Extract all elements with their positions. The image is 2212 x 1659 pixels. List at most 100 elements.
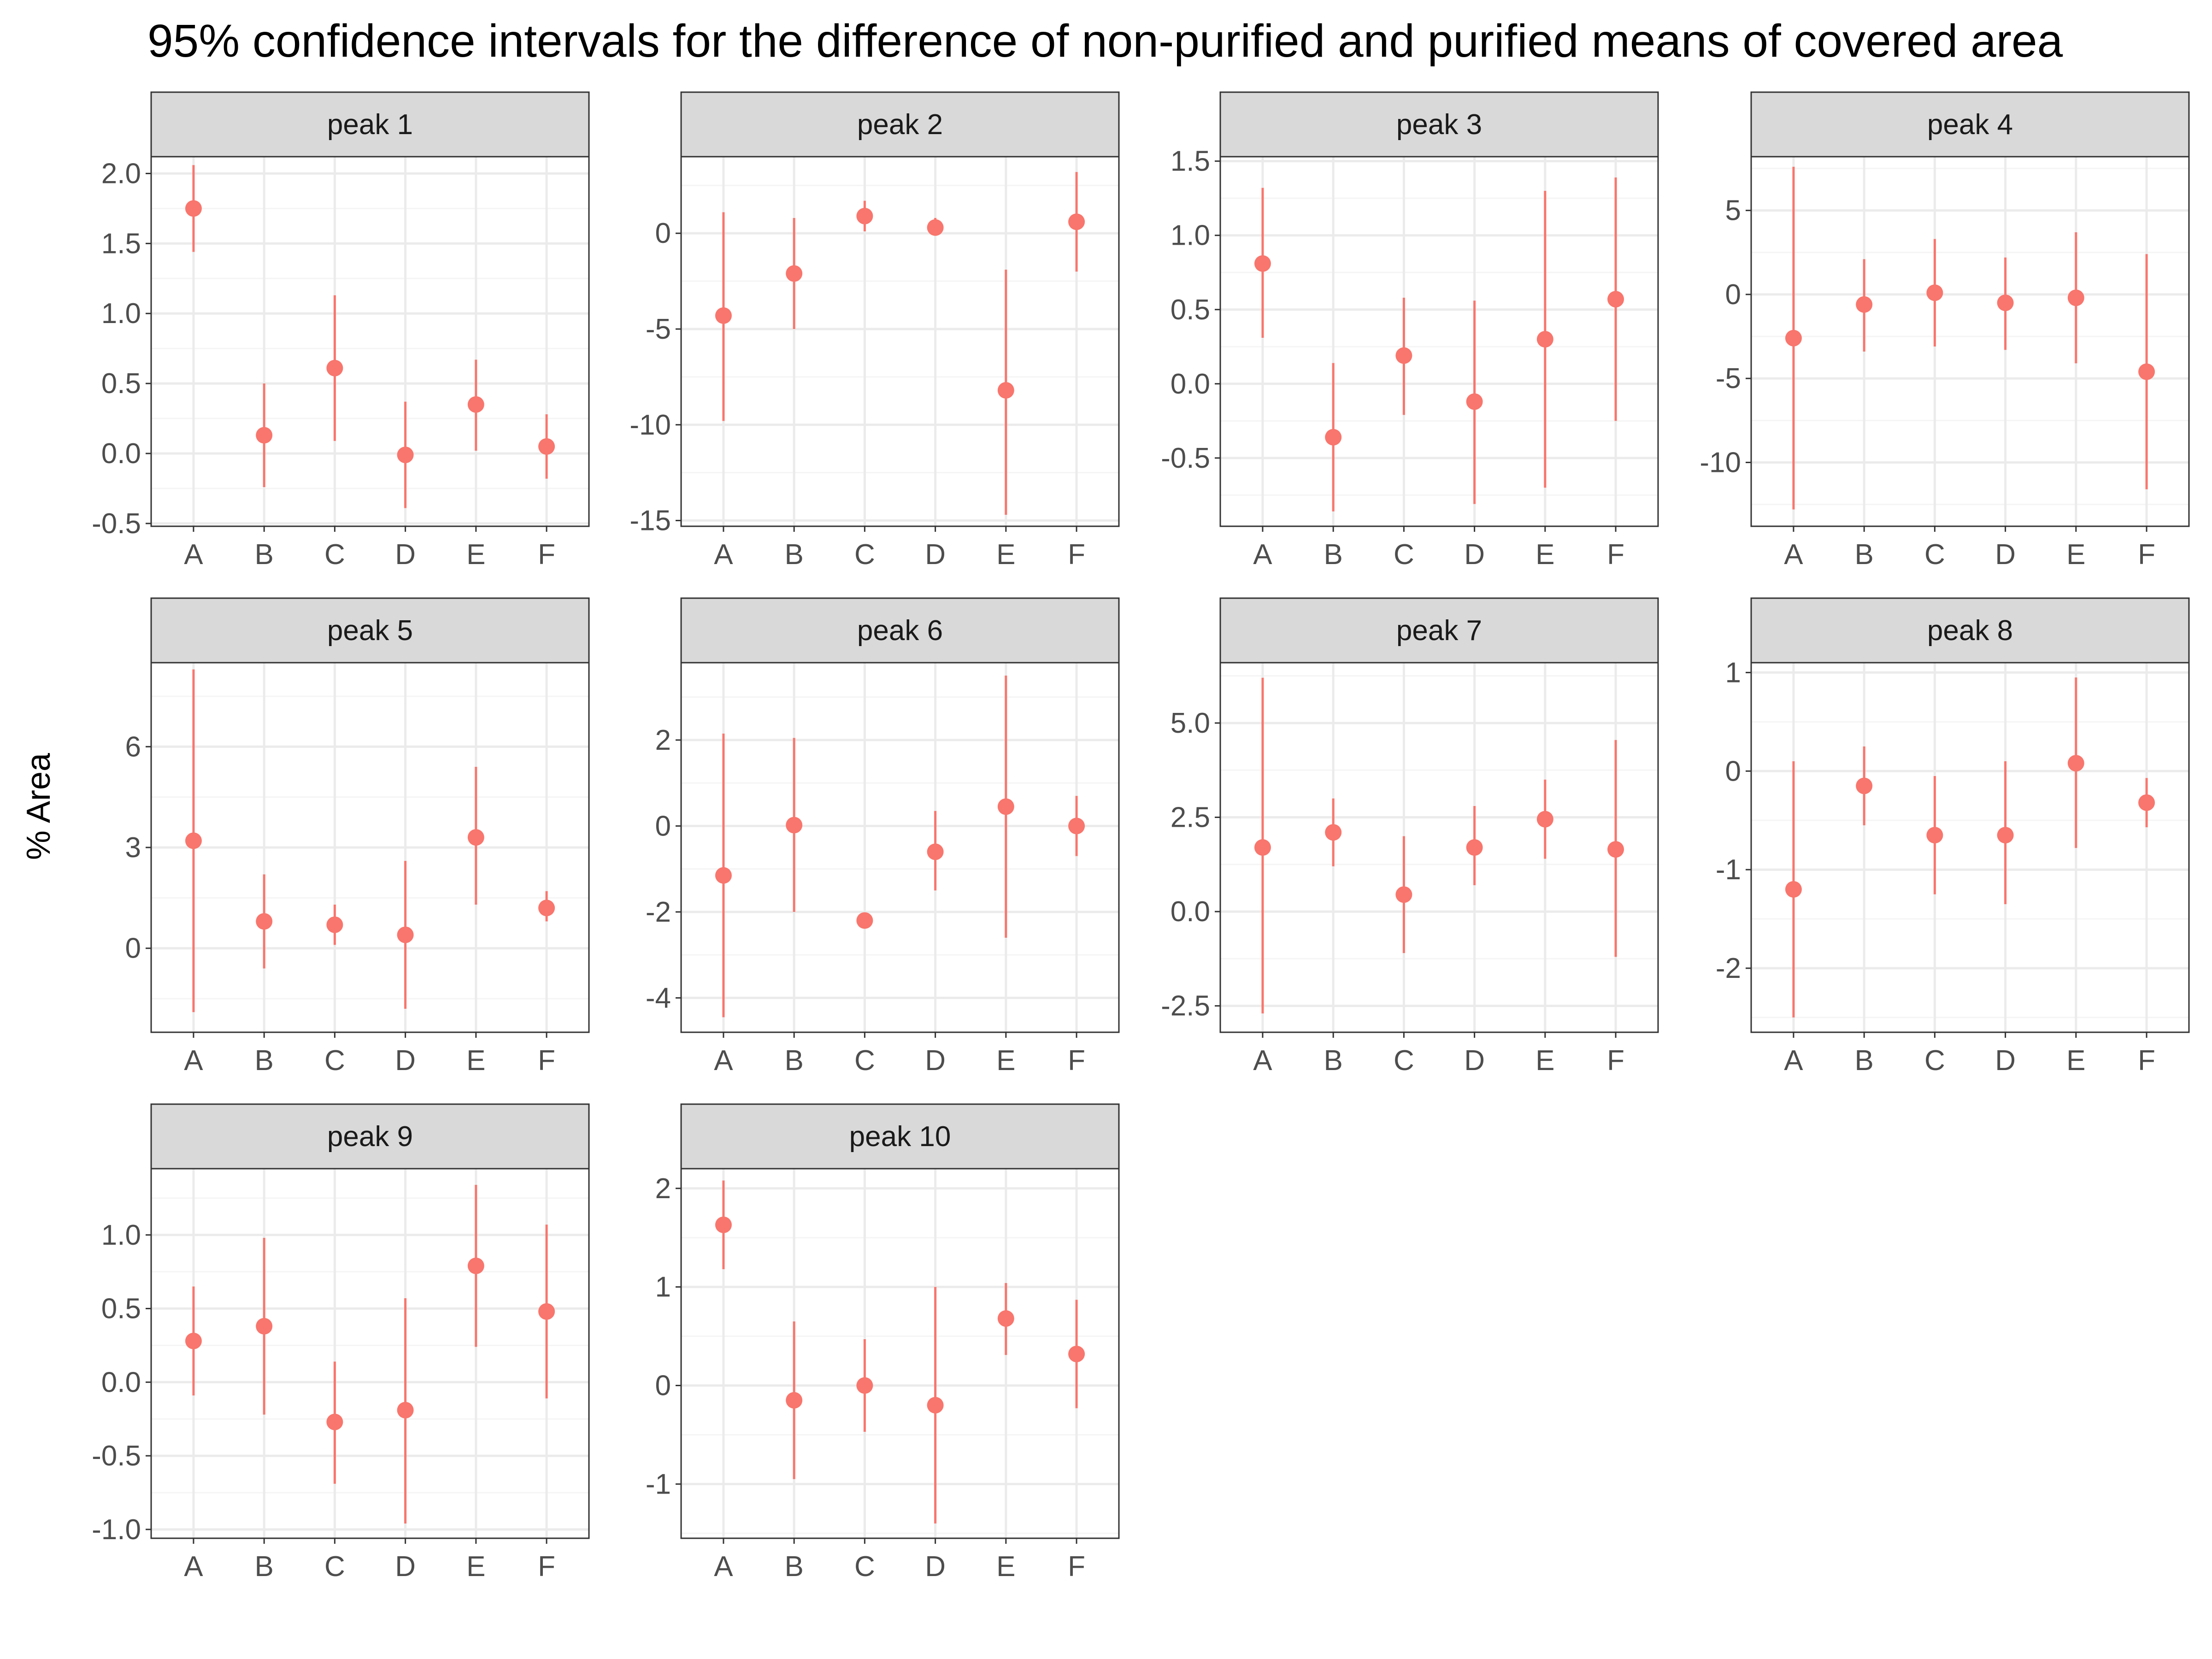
x-tick-label: F (2138, 539, 2155, 571)
x-tick-label: C (854, 1045, 875, 1077)
data-point (786, 1392, 803, 1409)
x-tick-label: B (254, 1045, 273, 1077)
facet-panel: peak 6 -4 -2 0 2 A B C D E F (646, 597, 1120, 1077)
data-point (538, 900, 555, 917)
x-tick-label: D (1464, 1045, 1485, 1077)
x-tick-label: A (1253, 1045, 1272, 1077)
facet-panel: peak 10 -1 0 1 2 A B C D E F (646, 1103, 1120, 1583)
x-tick-label: B (784, 1045, 803, 1077)
x-tick-label: E (2066, 1045, 2085, 1077)
data-point (856, 912, 873, 929)
plot-panel-background (1220, 663, 1658, 1032)
data-point (1607, 841, 1624, 858)
y-tick-label: -0.5 (1161, 442, 1210, 474)
x-tick-label: E (1535, 1045, 1554, 1077)
data-point (786, 817, 803, 834)
data-point (256, 427, 273, 444)
facet-strip (1219, 91, 1659, 158)
facet-strip-label: peak 7 (1396, 615, 1482, 647)
x-tick-label: B (1324, 1045, 1342, 1077)
data-point (927, 843, 944, 860)
x-tick-label: B (254, 539, 273, 571)
facet-panel: peak 1 -0.5 0.0 0.5 1.0 1.5 2.0 A B C D E F (92, 91, 590, 571)
plot-panel-background (681, 1169, 1119, 1538)
panel-border (150, 156, 590, 527)
x-tick-label: A (184, 539, 203, 571)
x-tick-label: E (996, 539, 1015, 571)
data-point (715, 307, 732, 324)
facet-strip (680, 1103, 1120, 1170)
data-point (256, 913, 273, 930)
y-tick-label: -5 (1716, 363, 1741, 394)
y-tick-label: -2 (1716, 953, 1741, 984)
y-tick-label: -2.5 (1161, 990, 1210, 1022)
y-axis-label: % Area (20, 753, 57, 860)
data-point (1068, 818, 1085, 835)
data-point (326, 916, 343, 933)
plot-panel-background (151, 1169, 589, 1538)
y-tick-label: 2.0 (101, 158, 141, 189)
y-tick-label: -5 (646, 313, 671, 345)
facet-strip-label: peak 3 (1396, 109, 1482, 141)
data-point (1536, 331, 1553, 348)
y-tick-label: 0 (655, 810, 671, 842)
facet-strip (1750, 597, 2190, 664)
y-tick-label: -1 (646, 1468, 671, 1500)
facet-strip (680, 597, 1120, 664)
panel-border (1219, 662, 1659, 1033)
data-point (997, 1310, 1014, 1327)
x-tick-label: D (925, 1551, 946, 1583)
y-tick-label: 0 (1725, 279, 1741, 311)
y-tick-label: 6 (125, 731, 141, 763)
facet-panel: peak 7 -2.5 0.0 2.5 5.0 A B C D E F (1161, 597, 1659, 1077)
y-tick-label: 0.0 (101, 438, 141, 470)
y-tick-label: 2.5 (1171, 802, 1210, 834)
x-tick-label: A (1784, 1045, 1803, 1077)
data-point (1254, 255, 1271, 272)
data-point (2138, 794, 2155, 811)
facet-strip-label: peak 9 (327, 1121, 413, 1153)
data-point (397, 1402, 414, 1419)
plot-panel-background (1220, 157, 1658, 526)
data-point (1785, 329, 1802, 347)
x-tick-label: C (324, 1045, 345, 1077)
y-tick-label: 1.0 (101, 1219, 141, 1251)
data-point (1926, 284, 1943, 301)
x-tick-label: D (395, 539, 416, 571)
y-tick-label: -0.5 (92, 508, 141, 540)
data-point (1607, 291, 1624, 308)
facet-strip-label: peak 1 (327, 109, 413, 141)
x-tick-label: C (1924, 1045, 1945, 1077)
x-tick-label: F (538, 1045, 555, 1077)
x-tick-label: E (466, 1551, 485, 1583)
y-tick-label: 2 (655, 724, 671, 756)
data-point (997, 798, 1014, 815)
panel-border (1750, 156, 2190, 527)
x-tick-label: F (1068, 1045, 1085, 1077)
data-point (1926, 827, 1943, 844)
data-point (1068, 213, 1085, 230)
x-tick-label: E (996, 1045, 1015, 1077)
panel-border (150, 1168, 590, 1539)
data-point (185, 1332, 202, 1349)
x-tick-label: B (254, 1551, 273, 1583)
data-point (326, 359, 343, 377)
data-point (1785, 881, 1802, 898)
panel-border (680, 156, 1120, 527)
facet-panel: peak 3 -0.5 0.0 0.5 1.0 1.5 A B C D E F (1161, 91, 1659, 571)
data-point (997, 382, 1014, 399)
chart-title: 95% confidence intervals for the differe… (147, 15, 2063, 67)
x-tick-label: D (925, 1045, 946, 1077)
data-point (1325, 824, 1342, 841)
x-tick-label: F (538, 1551, 555, 1583)
panel-border (1750, 662, 2190, 1033)
y-tick-label: 1.0 (101, 298, 141, 329)
panel-border (680, 1168, 1120, 1539)
x-tick-label: F (1607, 539, 1624, 571)
data-point (715, 1216, 732, 1233)
x-tick-label: D (395, 1045, 416, 1077)
y-tick-label: 1.0 (1171, 220, 1210, 252)
facet-strip-label: peak 10 (849, 1121, 951, 1153)
facet-panel: peak 5 0 3 6 A B C D E F (125, 597, 590, 1077)
